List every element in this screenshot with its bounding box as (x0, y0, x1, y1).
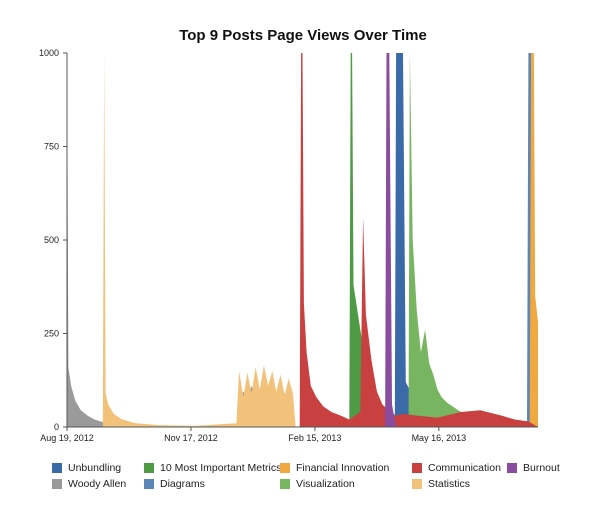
chart-title: Top 9 Posts Page Views Over Time (179, 27, 427, 44)
legend-item: Burnout (507, 462, 587, 474)
legend-label: Burnout (523, 462, 560, 474)
y-tick-label: 1000 (39, 48, 59, 58)
series-area-statistics (102, 53, 296, 427)
legend: Unbundling 10 Most Important Metrics Fin… (52, 462, 597, 490)
legend-item: Diagrams (144, 478, 280, 490)
legend-label: Woody Allen (68, 478, 127, 490)
legend-item: Visualization (280, 478, 412, 490)
axes: 0 250 500 750 1000 Aug 19, 2012 Nov 17, 2012 Fe… (39, 48, 538, 443)
chart: Top 9 Posts Page Views Over Time 0 250 500… (39, 27, 538, 443)
legend-item: Communication (412, 462, 507, 474)
legend-swatch (507, 463, 517, 473)
legend-swatch (52, 479, 62, 489)
x-tick-label: Feb 15, 2013 (288, 433, 341, 443)
legend-item: Financial Innovation (280, 462, 412, 474)
y-tick-label: 500 (44, 235, 59, 245)
legend-label: Unbundling (68, 462, 122, 474)
y-tick-label: 0 (54, 422, 59, 432)
series-area-unbundling (394, 53, 490, 427)
legend-swatch (144, 463, 154, 473)
legend-swatch (412, 479, 422, 489)
plot-area (67, 53, 538, 427)
legend-item: Statistics (412, 478, 507, 490)
y-tick-label: 250 (44, 329, 59, 339)
x-tick-label: May 16, 2013 (412, 433, 467, 443)
series-area-visualization (408, 53, 490, 427)
series-area-diagrams (527, 53, 538, 427)
series-area-woody-allen (67, 53, 296, 427)
legend-swatch (280, 479, 290, 489)
legend-label: Visualization (296, 478, 355, 490)
legend-swatch (412, 463, 422, 473)
legend-swatch (280, 463, 290, 473)
series-area-burnout (385, 53, 397, 427)
legend-label: Statistics (428, 478, 471, 490)
legend-swatch (52, 463, 62, 473)
legend-label: Diagrams (160, 478, 205, 490)
y-tick-label: 750 (44, 142, 59, 152)
series-area-financial-innovation (529, 53, 538, 427)
x-tick-label: Nov 17, 2012 (164, 433, 218, 443)
legend-label: 10 Most Important Metrics (160, 462, 282, 474)
legend-item: Woody Allen (52, 478, 144, 490)
legend-item: Unbundling (52, 462, 144, 474)
legend-label: Communication (428, 462, 501, 474)
legend-item: 10 Most Important Metrics (144, 462, 282, 474)
series-area-10-most-important-metrics (349, 53, 419, 427)
legend-swatch (144, 479, 154, 489)
x-tick-label: Aug 19, 2012 (40, 433, 94, 443)
legend-label: Financial Innovation (296, 462, 390, 474)
